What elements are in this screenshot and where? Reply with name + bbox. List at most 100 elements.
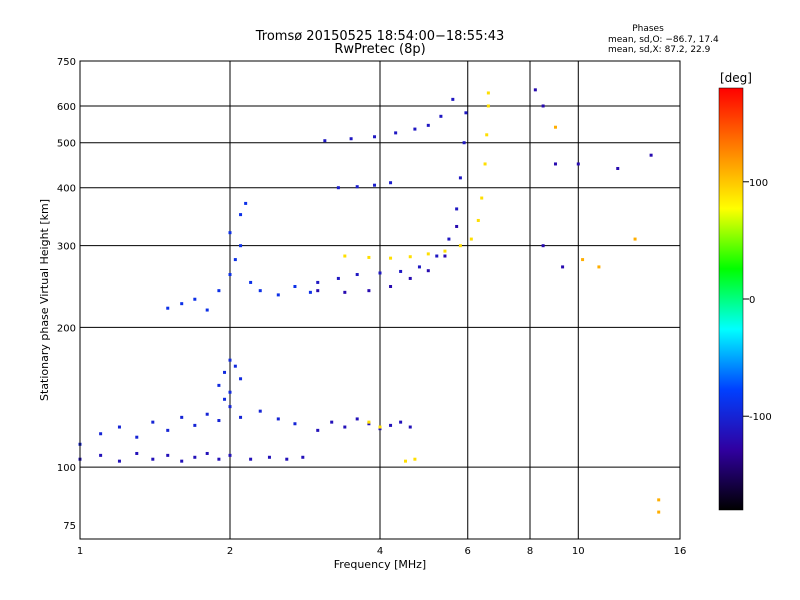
- y-axis-label: Stationary phase Virtual Height [km]: [38, 199, 51, 401]
- echo-point: [561, 265, 565, 269]
- echo-point: [408, 276, 412, 280]
- y-tick-label: 300: [57, 242, 76, 253]
- echo-point: [180, 302, 184, 306]
- echo-point: [249, 457, 253, 461]
- x-tick-label: 4: [377, 546, 383, 557]
- phases-o-stats: mean, sd,O: −86.7, 17.4: [608, 35, 719, 45]
- echo-point: [355, 273, 359, 277]
- echo-point: [389, 285, 393, 289]
- x-tick-label: 2: [227, 546, 233, 557]
- echo-point: [541, 244, 545, 248]
- echo-point: [323, 139, 327, 143]
- echo-point: [367, 422, 371, 426]
- x-axis-ticks: 1 2 4 6 8 10 16: [77, 546, 687, 557]
- phases-heading: Phases: [632, 24, 664, 34]
- echo-point: [117, 459, 121, 463]
- echo-point: [99, 453, 103, 457]
- echo-point: [316, 280, 320, 284]
- echo-point: [486, 91, 490, 95]
- echo-point: [293, 422, 297, 426]
- echo-point: [180, 459, 184, 463]
- echo-point: [408, 255, 412, 259]
- echo-point: [151, 457, 155, 461]
- echo-point: [166, 306, 170, 310]
- echo-point: [217, 419, 221, 423]
- echo-point: [239, 377, 243, 381]
- x-tick-label: 6: [465, 546, 471, 557]
- echo-point: [426, 269, 430, 273]
- echo-point: [413, 127, 417, 131]
- echo-point: [217, 383, 221, 387]
- echo-point: [228, 405, 232, 409]
- x-tick-label: 1: [77, 546, 83, 557]
- echo-point: [633, 237, 637, 241]
- echo-point: [597, 265, 601, 269]
- echo-point: [541, 104, 545, 108]
- echo-point: [389, 181, 393, 185]
- echo-point: [228, 231, 232, 235]
- echo-point: [239, 213, 243, 217]
- echo-point: [217, 457, 221, 461]
- y-tick-label: 200: [57, 323, 76, 334]
- echo-point: [399, 269, 403, 273]
- echo-point: [367, 255, 371, 259]
- echo-point: [378, 271, 382, 275]
- echo-point: [553, 125, 557, 129]
- echo-point: [355, 185, 359, 189]
- echo-point: [417, 265, 421, 269]
- echo-point: [285, 457, 289, 461]
- echo-point: [343, 290, 347, 294]
- echo-point: [276, 417, 280, 421]
- echo-point: [553, 162, 557, 166]
- echo-point: [228, 273, 232, 277]
- echo-point: [301, 455, 305, 459]
- echo-point: [244, 201, 248, 205]
- echo-point: [343, 254, 347, 258]
- plot-grid: [80, 61, 680, 539]
- echo-point: [399, 420, 403, 424]
- echo-point: [373, 135, 377, 139]
- echo-points: [78, 88, 661, 514]
- y-tick-label: 100: [57, 463, 76, 474]
- echo-point: [451, 97, 455, 101]
- echo-point: [443, 254, 447, 258]
- echo-point: [336, 276, 340, 280]
- echo-point: [293, 285, 297, 289]
- echo-point: [533, 88, 537, 92]
- echo-point: [464, 111, 468, 115]
- echo-point: [193, 455, 197, 459]
- echo-point: [228, 453, 232, 457]
- colorbar-tick-label: 100: [749, 178, 768, 189]
- echo-point: [581, 258, 585, 262]
- x-tick-label: 16: [674, 546, 687, 557]
- chart-title: Tromsø 20150525 18:54:00−18:55:43: [255, 29, 505, 44]
- echo-point: [355, 417, 359, 421]
- echo-point: [373, 183, 377, 187]
- x-tick-label: 10: [572, 546, 585, 557]
- echo-point: [486, 104, 490, 108]
- echo-point: [378, 427, 382, 431]
- y-tick-label: 600: [57, 102, 76, 113]
- echo-point: [426, 252, 430, 256]
- echo-point: [657, 498, 661, 502]
- echo-point: [217, 289, 221, 293]
- echo-point: [205, 451, 209, 455]
- x-tick-label: 8: [527, 546, 533, 557]
- echo-point: [462, 141, 466, 145]
- echo-point: [616, 166, 620, 170]
- echo-point: [426, 123, 430, 127]
- echo-point: [435, 254, 439, 258]
- echo-point: [193, 423, 197, 427]
- echo-point: [308, 290, 312, 294]
- echo-point: [657, 510, 661, 514]
- colorbar-tick-label: -100: [749, 412, 772, 423]
- echo-point: [258, 289, 262, 293]
- echo-point: [389, 423, 393, 427]
- echo-point: [469, 237, 473, 241]
- echo-point: [205, 412, 209, 416]
- echo-point: [117, 425, 121, 429]
- echo-point: [233, 364, 237, 368]
- echo-point: [343, 425, 347, 429]
- colorbar-ticks: 100 0 -100: [743, 178, 772, 423]
- echo-point: [485, 133, 489, 137]
